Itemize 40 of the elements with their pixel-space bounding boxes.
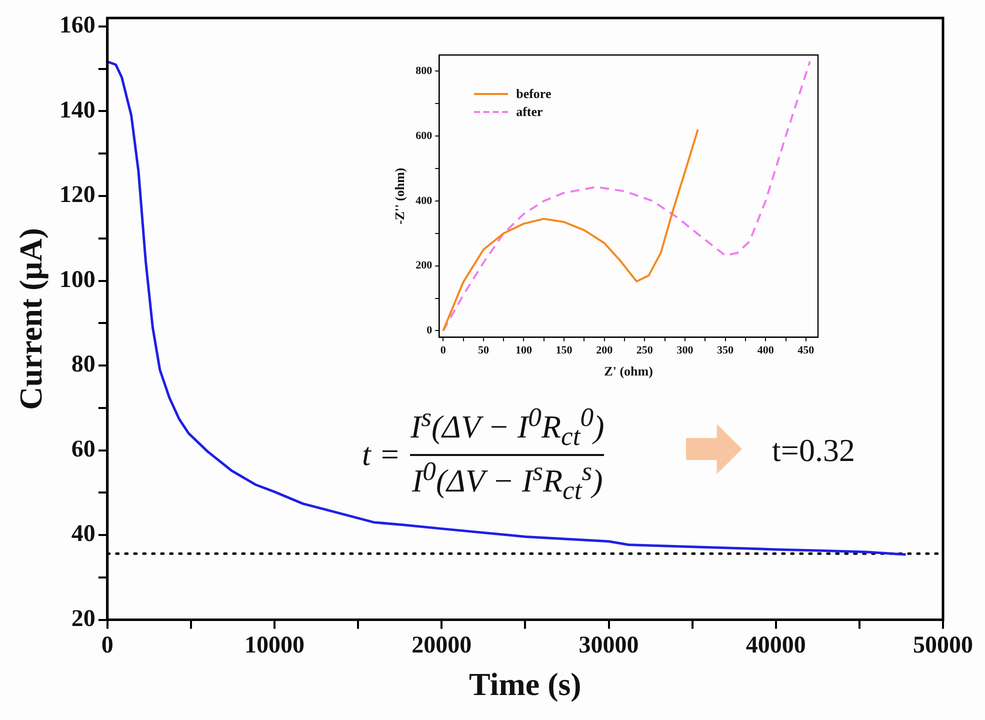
annotation: I$^{0}$(ΔV − I$^{s}$R$_{ct}$$^{s}$): [412, 456, 603, 506]
x-axis-title: Z' (ohm): [604, 364, 653, 379]
y-tick-label: 60: [71, 436, 96, 462]
x-tick-label: 40000: [746, 632, 806, 658]
y-tick-label: 120: [59, 182, 96, 208]
y-axis-title: -Z'' (ohm): [392, 168, 408, 224]
x-tick-label: 200: [596, 344, 614, 357]
x-tick-label: 0: [101, 632, 114, 658]
y-tick-label: 20: [71, 606, 96, 632]
annotation: I$^{s}$(ΔV − I$^{0}$R$_{ct}$$^{0}$): [410, 402, 604, 456]
x-tick-label: 10000: [244, 632, 305, 658]
x-tick-label: 400: [757, 344, 774, 357]
y-tick-label: 800: [416, 65, 433, 78]
y-tick-label: 600: [416, 130, 433, 142]
y-tick-label: 140: [59, 97, 96, 124]
y-tick-label: 80: [71, 352, 96, 378]
line-series: [442, 60, 811, 332]
annotation: t =: [362, 436, 400, 473]
y-tick-label: 160: [59, 12, 96, 39]
x-tick-label: 30000: [578, 632, 639, 658]
x-tick-label: 300: [676, 344, 694, 357]
y-tick-label: 200: [416, 260, 433, 272]
x-tick-label: 150: [556, 344, 573, 357]
legend-label: after: [516, 104, 543, 120]
legend-label: before: [516, 86, 552, 102]
x-tick-label: 0: [440, 344, 446, 357]
x-tick-label: 450: [798, 344, 815, 357]
x-tick-label: 350: [717, 344, 734, 357]
x-tick-label: 100: [516, 344, 532, 357]
x-tick-label: 20000: [412, 632, 472, 658]
y-axis-title: Current (μA): [12, 228, 48, 410]
y-tick-label: 40: [71, 521, 96, 548]
x-tick-label: 50000: [913, 632, 973, 658]
y-tick-label: 400: [416, 194, 433, 207]
y-tick-label: 100: [59, 266, 96, 293]
annotation: t=0.32: [772, 432, 855, 469]
y-tick-label: 0: [426, 324, 433, 337]
x-tick-label: 250: [636, 344, 654, 357]
x-axis-title: Time (s): [469, 666, 582, 702]
x-tick-label: 50: [478, 344, 490, 357]
